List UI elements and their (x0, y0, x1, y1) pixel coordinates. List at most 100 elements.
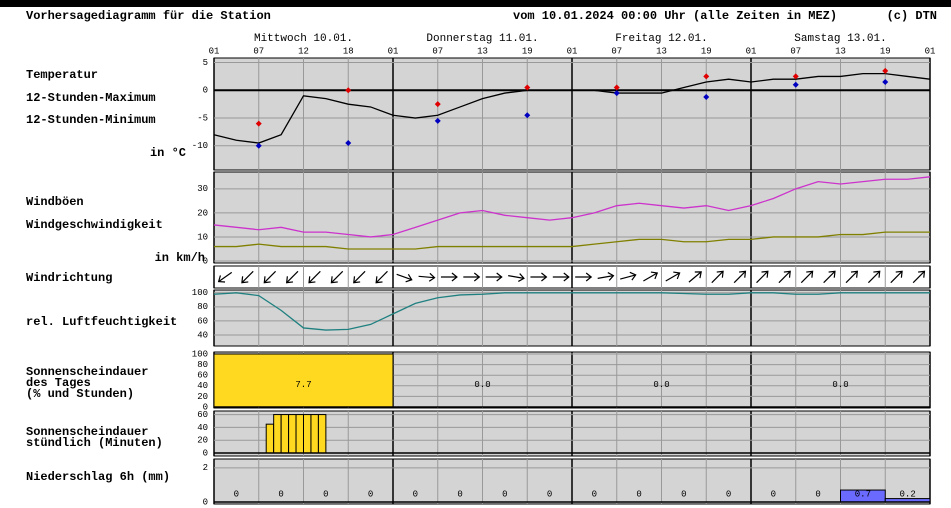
hour-label: 07 (611, 46, 622, 56)
wind-arrow (308, 270, 321, 284)
hour-label: 19 (522, 46, 533, 56)
hour-label: 19 (880, 46, 891, 56)
arrow-head (375, 276, 383, 284)
hour-label: 12 (298, 46, 309, 56)
y-tick-label: 5 (203, 58, 208, 68)
bar (310, 414, 319, 454)
arrow-shaft (308, 270, 321, 284)
series-line (213, 176, 931, 238)
y-tick-label: 40 (197, 381, 208, 391)
arrow-head (241, 276, 249, 284)
hour-label: 13 (835, 46, 846, 56)
arrow-head (585, 272, 593, 282)
wind-arrow (440, 272, 458, 282)
bar (288, 414, 297, 454)
panel-label: des Tages (26, 376, 91, 390)
bar (295, 414, 304, 454)
arrow-shaft (418, 275, 435, 279)
wind-arrow (665, 271, 681, 282)
value-label: 0.7 (855, 489, 871, 499)
panel-label: Sonnenscheindauer (26, 425, 148, 439)
value-label: 0 (502, 489, 507, 499)
wind-arrow (688, 271, 702, 283)
series-line (213, 73, 931, 144)
arrow-shaft (733, 270, 746, 284)
hour-label: 01 (925, 46, 936, 56)
marker (345, 140, 352, 147)
period: vom 10.01.2024 00:00 Uhr (alle Zeiten in… (513, 9, 837, 23)
wind-arrow (353, 270, 366, 284)
bar (213, 353, 394, 408)
y-tick-label: 40 (197, 423, 208, 433)
wind-arrow (845, 270, 859, 284)
marker (613, 90, 620, 97)
y-tick-label: 10 (197, 232, 208, 242)
arrow-shaft (845, 270, 858, 284)
arrow-head (607, 272, 615, 281)
hour-label: 01 (746, 46, 757, 56)
value-label: 0 (771, 489, 776, 499)
y-tick-label: 0 (203, 86, 208, 96)
panel-label: Sonnenscheindauer (26, 365, 148, 379)
arrow-shaft (778, 270, 791, 284)
wind-arrow (241, 270, 254, 284)
arrow-head (428, 272, 436, 282)
y-tick-label: -5 (197, 113, 208, 123)
unit-label: in °C (150, 146, 186, 160)
arrow-head (473, 272, 481, 282)
arrow-head (263, 276, 271, 284)
wind-arrow (530, 272, 548, 282)
arrow-shaft (330, 270, 344, 284)
value-label: 0 (681, 489, 686, 499)
wind-arrow (823, 270, 836, 284)
y-tick-label: 0 (203, 256, 208, 266)
wind-arrow (285, 270, 299, 284)
arrow-head (828, 270, 836, 278)
wind-arrow (597, 272, 615, 281)
wind-arrow (508, 273, 525, 282)
y-tick-label: 2 (203, 463, 208, 473)
arrow-shaft (353, 270, 366, 284)
top-bar (0, 0, 951, 7)
marker (792, 73, 799, 80)
day-label: Samstag 13.01. (794, 33, 886, 45)
y-tick-label: 80 (197, 360, 208, 370)
value-label: 0.0 (653, 380, 669, 390)
arrow-shaft (508, 275, 525, 279)
marker (255, 120, 262, 127)
wind-arrow (552, 272, 570, 282)
marker (613, 84, 620, 91)
wind-arrow (643, 271, 659, 282)
arrow-head (783, 270, 791, 278)
value-label: 0 (547, 489, 552, 499)
wind-arrow (396, 273, 413, 283)
value-label: 0.2 (900, 489, 916, 499)
arrow-head (806, 270, 814, 278)
arrow-head (873, 270, 881, 278)
y-tick-label: 0 (203, 497, 208, 507)
wind-arrow (620, 271, 637, 281)
arrow-head (716, 270, 724, 278)
hour-label: 13 (477, 46, 488, 56)
arrow-head (629, 271, 637, 281)
value-label: 0 (726, 489, 731, 499)
arrow-shaft (756, 270, 769, 284)
arrow-head (850, 270, 859, 278)
wind-arrow (778, 270, 791, 284)
hour-label: 13 (656, 46, 667, 56)
wind-arrow (463, 272, 481, 282)
unit-label: in km/h (155, 251, 205, 265)
arrow-head (285, 276, 294, 284)
value-label: 0.0 (832, 380, 848, 390)
series-label: 12-Stunden-Maximum (26, 91, 156, 105)
arrow-shaft (711, 270, 724, 284)
marker (524, 112, 531, 119)
panel-label: stündlich (Minuten) (26, 436, 163, 450)
hour-label: 01 (388, 46, 399, 56)
arrow-shaft (823, 270, 836, 284)
marker (703, 73, 710, 80)
y-tick-label: 40 (197, 330, 208, 340)
bar (265, 423, 275, 454)
arrow-head (541, 272, 548, 282)
value-label: 0 (815, 489, 820, 499)
